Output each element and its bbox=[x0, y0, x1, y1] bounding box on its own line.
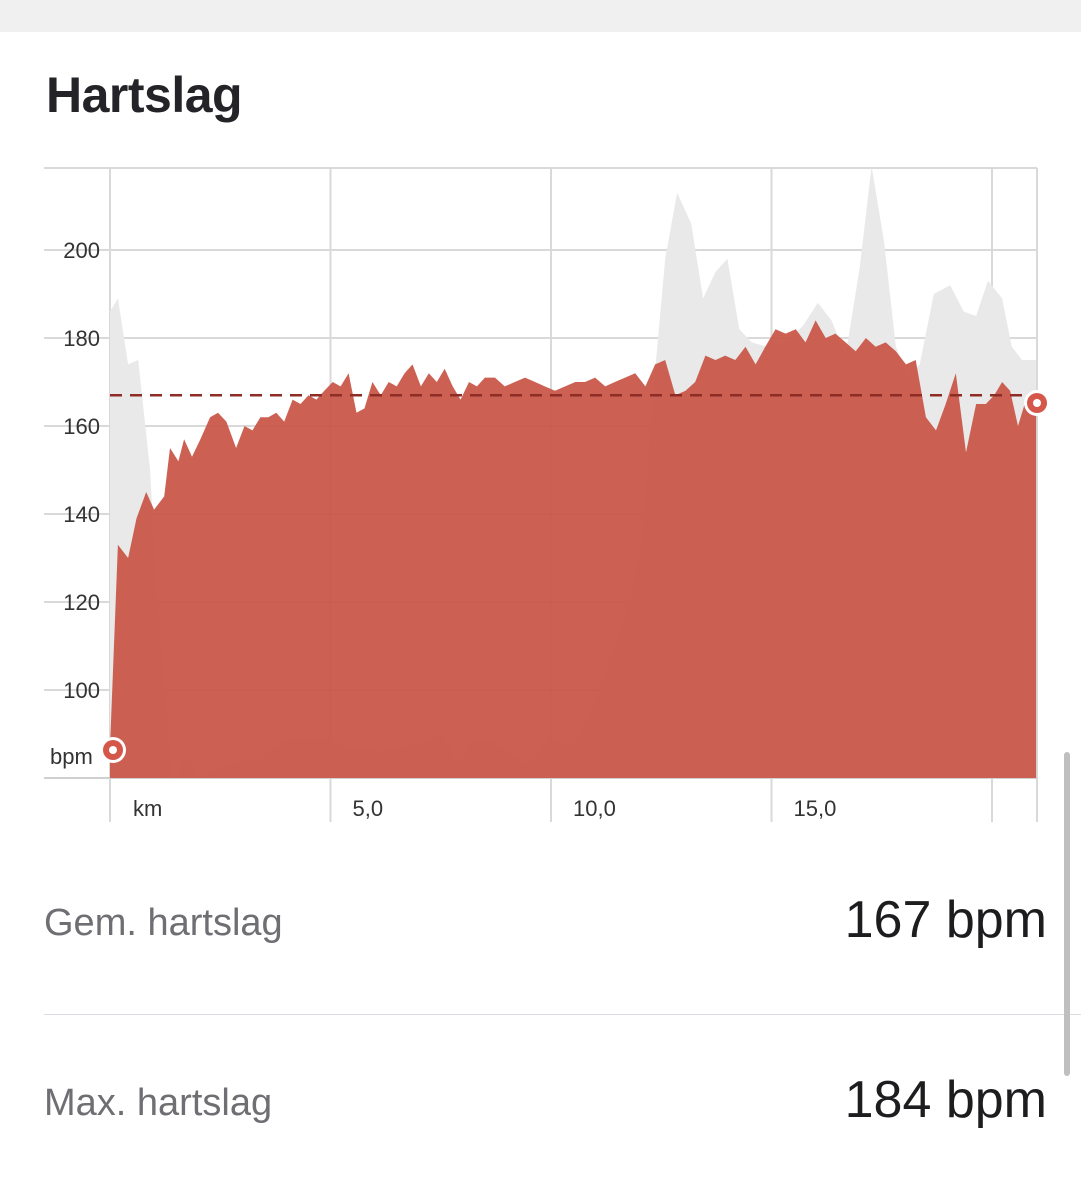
x-axis-unit-label: km bbox=[133, 796, 162, 821]
stat-row-average: Gem. hartslag 167 bpm bbox=[44, 880, 1047, 970]
average-heart-rate-label: Gem. hartslag bbox=[44, 902, 283, 944]
max-heart-rate-value: 184 bpm bbox=[844, 1071, 1047, 1129]
y-tick-label: 120 bbox=[63, 590, 100, 615]
y-tick-label: 180 bbox=[63, 326, 100, 351]
heart-rate-chart: 100 120 140 160 180 200 bpm km 5,0 10,0 15,0 bbox=[44, 166, 1050, 822]
x-tick-label: 15,0 bbox=[794, 796, 837, 821]
average-heart-rate-value: 167 bpm bbox=[844, 891, 1047, 949]
stats-divider bbox=[44, 1014, 1081, 1015]
chart-markers bbox=[100, 390, 1050, 763]
y-tick-label: 100 bbox=[63, 678, 100, 703]
y-tick-label: 160 bbox=[63, 414, 100, 439]
top-header-strip bbox=[0, 0, 1081, 32]
y-axis-unit-label: bpm bbox=[50, 744, 93, 769]
y-tick-label: 200 bbox=[63, 238, 100, 263]
x-tick-label: 10,0 bbox=[573, 796, 616, 821]
chart-areas bbox=[110, 166, 1037, 778]
y-tick-label: 140 bbox=[63, 502, 100, 527]
max-heart-rate-label: Max. hartslag bbox=[44, 1082, 273, 1124]
chart-labels: 100 120 140 160 180 200 bpm km 5,0 10,0 15,0 bbox=[50, 238, 836, 821]
x-tick-label: 5,0 bbox=[353, 796, 384, 821]
scrollbar[interactable] bbox=[1064, 752, 1070, 1076]
start-marker-dot bbox=[109, 746, 117, 754]
heart-rate-area bbox=[110, 320, 1037, 778]
end-marker-dot bbox=[1033, 399, 1041, 407]
section-title: Hartslag bbox=[46, 67, 243, 123]
stat-row-max: Max. hartslag 184 bpm bbox=[44, 1060, 1047, 1150]
